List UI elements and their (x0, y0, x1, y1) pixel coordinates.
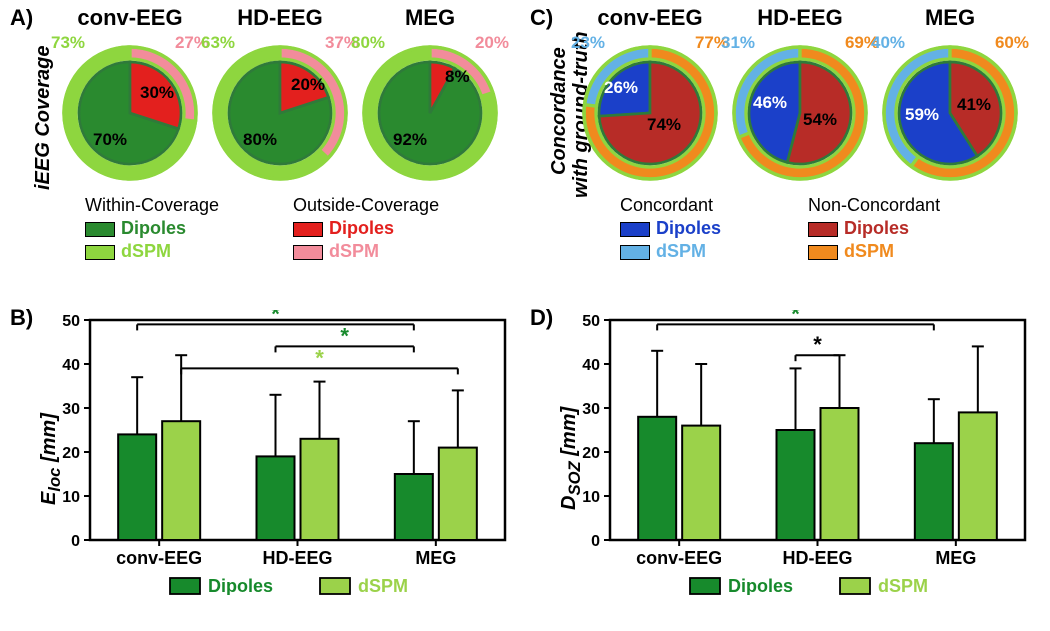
panel-d-label: D) (530, 305, 553, 331)
svg-text:0: 0 (71, 533, 80, 550)
svg-text:HD-EEG: HD-EEG (782, 548, 852, 568)
pct: 80% (243, 130, 277, 150)
pct: 54% (803, 110, 837, 130)
panel-a-donut-2: 63% 37% 80% 20% (205, 35, 355, 185)
svg-text:30: 30 (62, 401, 80, 418)
svg-text:20: 20 (62, 445, 80, 462)
legend-header: Non-Concordant (808, 195, 1018, 216)
pct: 30% (140, 83, 174, 103)
svg-text:dSPM: dSPM (878, 576, 928, 595)
panel-a-legend: Within-Coverage Outside-Coverage Dipoles… (85, 195, 503, 262)
panel-a-donut-1: 73% 27% 70% 30% (55, 35, 205, 185)
pct: 20% (291, 75, 325, 95)
svg-text:40: 40 (62, 357, 80, 374)
svg-text:MEG: MEG (935, 548, 976, 568)
svg-text:0: 0 (591, 533, 600, 550)
svg-text:20: 20 (582, 445, 600, 462)
panel-a-label: A) (10, 5, 33, 31)
panel-c-vlabel-1: Concordance (548, 47, 571, 175)
pct: 41% (957, 95, 991, 115)
figure: A) iEEG Coverage conv-EEG HD-EEG MEG 73%… (0, 0, 1050, 631)
legend-header: Outside-Coverage (293, 195, 503, 216)
legend-header: Within-Coverage (85, 195, 275, 216)
pct: 23% (571, 33, 605, 53)
panel-a-title-3: MEG (355, 5, 505, 31)
panel-b-label: B) (10, 305, 33, 331)
pct: 26% (604, 78, 638, 98)
pct: 80% (351, 33, 385, 53)
svg-text:30: 30 (582, 401, 600, 418)
panel-a-title-1: conv-EEG (55, 5, 205, 31)
svg-text:*: * (315, 345, 324, 370)
svg-text:40: 40 (582, 357, 600, 374)
svg-text:10: 10 (62, 489, 80, 506)
svg-text:50: 50 (582, 313, 600, 330)
pct: 92% (393, 130, 427, 150)
svg-text:50: 50 (62, 313, 80, 330)
svg-text:Dipoles: Dipoles (728, 576, 793, 595)
svg-text:*: * (791, 310, 800, 326)
panel-c-title-3: MEG (875, 5, 1025, 31)
panel-c-title-2: HD-EEG (725, 5, 875, 31)
panel-a-title-2: HD-EEG (205, 5, 355, 31)
legend-header: Concordant (620, 195, 790, 216)
pct: 70% (93, 130, 127, 150)
svg-text:HD-EEG: HD-EEG (262, 548, 332, 568)
svg-text:*: * (813, 332, 822, 357)
svg-text:conv-EEG: conv-EEG (116, 548, 202, 568)
pct: 63% (201, 33, 235, 53)
pct: 59% (905, 105, 939, 125)
pct: 46% (753, 93, 787, 113)
pct: 31% (721, 33, 755, 53)
pct: 73% (51, 33, 85, 53)
panel-b-barchart: 0 10 20 30 40 50 conv-EEG HD-EEG MEG * * * Dipoles dS… (45, 310, 515, 595)
panel-d-barchart: 0 10 20 30 40 50 conv-EEG HD-EEG MEG * * Dipoles dSP… (565, 310, 1035, 595)
svg-text:*: * (271, 310, 280, 326)
panel-c-donut-3: 40% 60% 41% 59% (875, 35, 1025, 185)
pct: 60% (995, 33, 1029, 53)
pct: 20% (475, 33, 509, 53)
panel-c-title-1: conv-EEG (575, 5, 725, 31)
panel-c-label: C) (530, 5, 553, 31)
svg-text:dSPM: dSPM (358, 576, 408, 595)
panel-a-donut-3: 80% 20% 92% 8% (355, 35, 505, 185)
panel-a-vlabel: iEEG Coverage (32, 45, 55, 190)
panel-c-legend: Concordant Non-Concordant DipolesDipoles… (620, 195, 1018, 262)
svg-text:Dipoles: Dipoles (208, 576, 273, 595)
svg-text:conv-EEG: conv-EEG (636, 548, 722, 568)
svg-text:MEG: MEG (415, 548, 456, 568)
svg-text:10: 10 (582, 489, 600, 506)
panel-c-donut-2: 31% 69% 54% 46% (725, 35, 875, 185)
svg-text:*: * (340, 323, 349, 348)
pct: 74% (647, 115, 681, 135)
panel-c-donut-1: 23% 77% 74% 26% (575, 35, 725, 185)
pct: 40% (871, 33, 905, 53)
pct: 8% (445, 67, 470, 87)
